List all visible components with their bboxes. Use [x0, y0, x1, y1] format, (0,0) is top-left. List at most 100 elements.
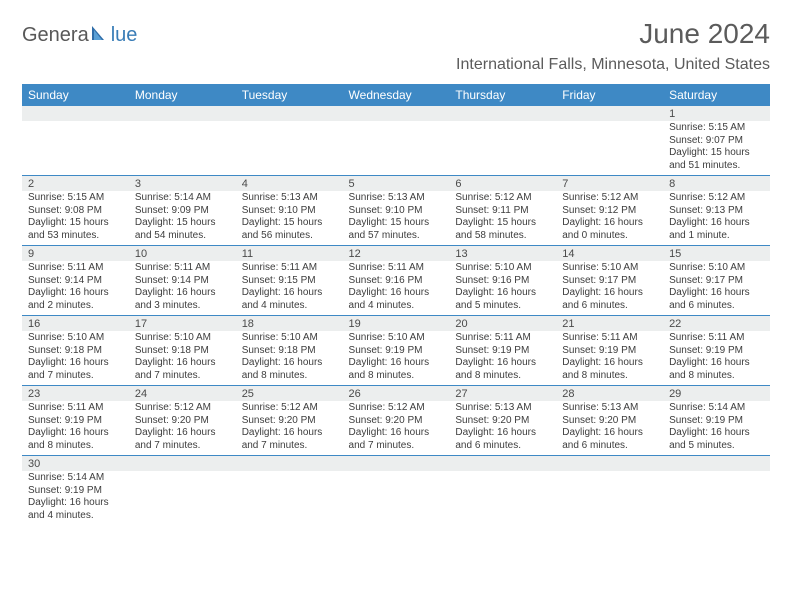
day-detail-cell: Sunrise: 5:11 AMSunset: 9:15 PMDaylight:… [236, 261, 343, 316]
detail-line: and 5 minutes. [669, 440, 764, 453]
day-detail-cell [22, 121, 129, 176]
weekday-header: Monday [129, 84, 236, 106]
day-number-cell: 27 [449, 386, 556, 402]
day-detail-cell: Sunrise: 5:11 AMSunset: 9:19 PMDaylight:… [556, 331, 663, 386]
day-detail-cell: Sunrise: 5:14 AMSunset: 9:19 PMDaylight:… [22, 471, 129, 525]
day-detail: Sunrise: 5:14 AMSunset: 9:09 PMDaylight:… [129, 191, 236, 245]
detail-line: Sunset: 9:19 PM [562, 345, 657, 358]
day-number: 4 [236, 176, 343, 191]
day-detail: Sunrise: 5:11 AMSunset: 9:19 PMDaylight:… [663, 331, 770, 385]
day-detail: Sunrise: 5:11 AMSunset: 9:19 PMDaylight:… [556, 331, 663, 385]
day-number-cell: 5 [343, 176, 450, 192]
day-number-cell: 28 [556, 386, 663, 402]
day-number-cell: 1 [663, 106, 770, 121]
day-detail-cell [449, 471, 556, 525]
day-number: 22 [663, 316, 770, 331]
weekday-header: Tuesday [236, 84, 343, 106]
detail-line: Sunset: 9:17 PM [669, 275, 764, 288]
day-detail-cell: Sunrise: 5:11 AMSunset: 9:19 PMDaylight:… [449, 331, 556, 386]
day-detail-cell: Sunrise: 5:12 AMSunset: 9:20 PMDaylight:… [236, 401, 343, 456]
detail-line: Sunrise: 5:15 AM [28, 192, 123, 205]
detail-line: Sunset: 9:11 PM [455, 205, 550, 218]
day-detail-cell: Sunrise: 5:15 AMSunset: 9:08 PMDaylight:… [22, 191, 129, 246]
day-number [236, 106, 343, 120]
day-number-cell: 2 [22, 176, 129, 192]
day-detail-cell: Sunrise: 5:15 AMSunset: 9:07 PMDaylight:… [663, 121, 770, 176]
day-detail: Sunrise: 5:11 AMSunset: 9:14 PMDaylight:… [22, 261, 129, 315]
detail-line: Daylight: 16 hours [669, 287, 764, 300]
day-detail-cell: Sunrise: 5:10 AMSunset: 9:16 PMDaylight:… [449, 261, 556, 316]
day-detail-cell [343, 471, 450, 525]
day-detail: Sunrise: 5:12 AMSunset: 9:11 PMDaylight:… [449, 191, 556, 245]
detail-line: Daylight: 16 hours [455, 287, 550, 300]
day-number [449, 456, 556, 470]
detail-line: Sunset: 9:16 PM [455, 275, 550, 288]
detail-line: Sunset: 9:12 PM [562, 205, 657, 218]
weekday-header: Sunday [22, 84, 129, 106]
day-number-cell: 21 [556, 316, 663, 332]
detail-line: Daylight: 15 hours [28, 217, 123, 230]
day-detail-cell: Sunrise: 5:14 AMSunset: 9:19 PMDaylight:… [663, 401, 770, 456]
day-number-cell: 4 [236, 176, 343, 192]
day-detail-cell [556, 121, 663, 176]
day-number-cell: 11 [236, 246, 343, 262]
day-number: 16 [22, 316, 129, 331]
detail-line: and 7 minutes. [135, 440, 230, 453]
detail-line: Sunrise: 5:13 AM [242, 192, 337, 205]
day-detail: Sunrise: 5:12 AMSunset: 9:20 PMDaylight:… [129, 401, 236, 455]
day-number-cell [22, 106, 129, 121]
day-detail-cell: Sunrise: 5:10 AMSunset: 9:17 PMDaylight:… [663, 261, 770, 316]
day-number [449, 106, 556, 120]
day-number: 27 [449, 386, 556, 401]
detail-line: Sunset: 9:17 PM [562, 275, 657, 288]
day-detail: Sunrise: 5:14 AMSunset: 9:19 PMDaylight:… [663, 401, 770, 455]
day-number-cell: 25 [236, 386, 343, 402]
day-number-cell: 9 [22, 246, 129, 262]
day-number: 8 [663, 176, 770, 191]
day-number-cell: 12 [343, 246, 450, 262]
detail-line: Daylight: 16 hours [349, 287, 444, 300]
detail-line: Sunset: 9:15 PM [242, 275, 337, 288]
day-detail [343, 121, 450, 173]
day-number [236, 456, 343, 470]
day-detail: Sunrise: 5:11 AMSunset: 9:19 PMDaylight:… [22, 401, 129, 455]
day-detail-cell: Sunrise: 5:11 AMSunset: 9:19 PMDaylight:… [22, 401, 129, 456]
weekday-header: Thursday [449, 84, 556, 106]
day-detail-cell [129, 121, 236, 176]
day-detail: Sunrise: 5:11 AMSunset: 9:16 PMDaylight:… [343, 261, 450, 315]
day-number-cell [449, 456, 556, 472]
detail-line: Sunset: 9:20 PM [455, 415, 550, 428]
day-number-cell [236, 456, 343, 472]
weekday-header: Wednesday [343, 84, 450, 106]
title-block: June 2024 International Falls, Minnesota… [456, 18, 770, 74]
detail-line: Sunrise: 5:10 AM [562, 262, 657, 275]
weekday-header: Saturday [663, 84, 770, 106]
detail-line: Daylight: 16 hours [242, 287, 337, 300]
detail-line: Sunrise: 5:11 AM [28, 402, 123, 415]
day-detail-cell: Sunrise: 5:12 AMSunset: 9:11 PMDaylight:… [449, 191, 556, 246]
day-number-cell [556, 106, 663, 121]
day-detail: Sunrise: 5:10 AMSunset: 9:18 PMDaylight:… [236, 331, 343, 385]
day-number-cell: 8 [663, 176, 770, 192]
day-number-cell: 19 [343, 316, 450, 332]
day-number [556, 456, 663, 470]
day-detail [129, 471, 236, 523]
calendar-table: SundayMondayTuesdayWednesdayThursdayFrid… [22, 84, 770, 525]
header-row: Genera lue June 2024 International Falls… [22, 18, 770, 74]
detail-line: and 8 minutes. [455, 370, 550, 383]
day-number-cell: 23 [22, 386, 129, 402]
detail-line: and 8 minutes. [242, 370, 337, 383]
detail-line: Daylight: 15 hours [455, 217, 550, 230]
day-number [343, 456, 450, 470]
day-detail: Sunrise: 5:12 AMSunset: 9:13 PMDaylight:… [663, 191, 770, 245]
day-detail [449, 121, 556, 173]
day-detail-cell: Sunrise: 5:11 AMSunset: 9:19 PMDaylight:… [663, 331, 770, 386]
calendar-header: SundayMondayTuesdayWednesdayThursdayFrid… [22, 84, 770, 106]
detail-line: Sunrise: 5:11 AM [242, 262, 337, 275]
day-number: 14 [556, 246, 663, 261]
detail-line: Daylight: 16 hours [135, 357, 230, 370]
detail-line: Sunrise: 5:11 AM [28, 262, 123, 275]
detail-line: and 6 minutes. [562, 300, 657, 313]
day-number: 19 [343, 316, 450, 331]
detail-line: Sunset: 9:19 PM [669, 345, 764, 358]
